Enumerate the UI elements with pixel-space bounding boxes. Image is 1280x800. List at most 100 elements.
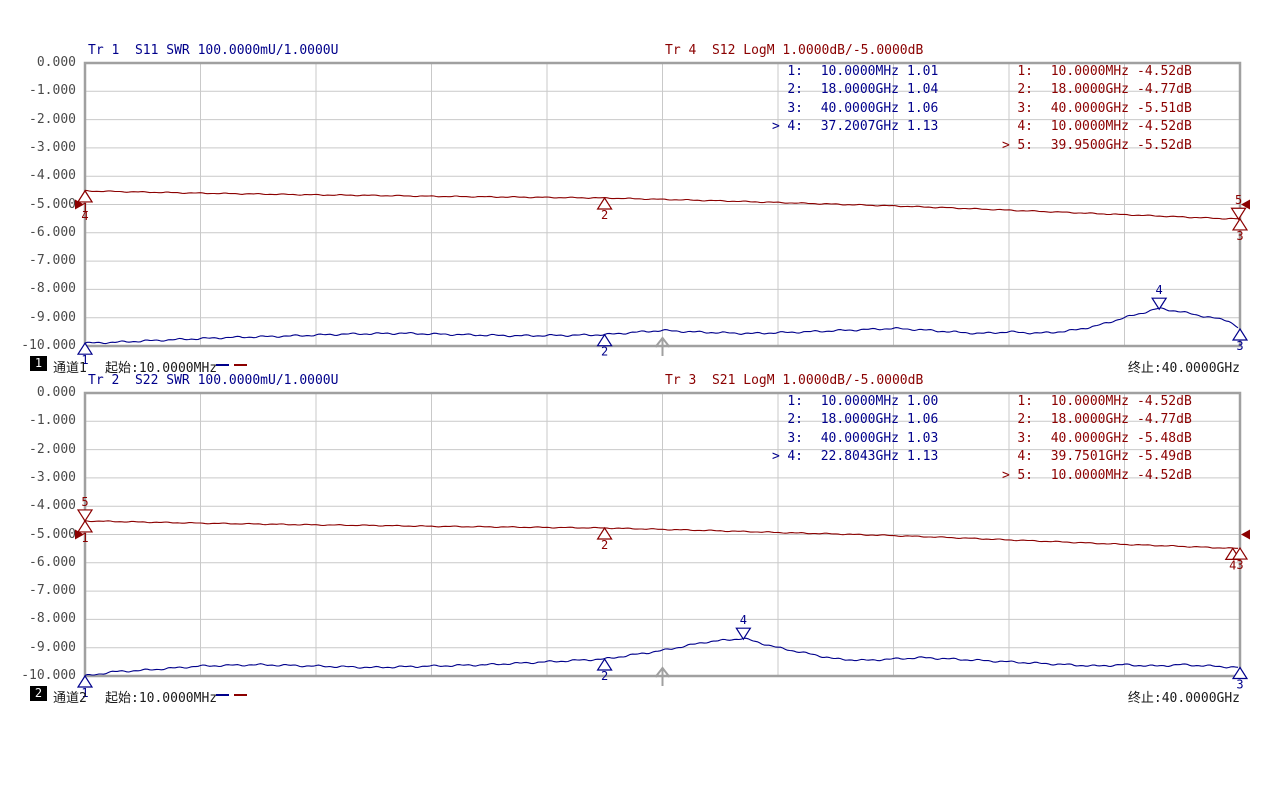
- marker-readout-row: 1: 10.0000MHz -4.52dB: [1002, 64, 1191, 82]
- marker-readout-idx: 1:: [787, 64, 803, 79]
- marker-readout-row: 4: 39.7501GHz -5.49dB: [1002, 449, 1192, 467]
- marker-3-number: 3: [1236, 558, 1243, 572]
- marker-3-triangle[interactable]: [1231, 217, 1249, 231]
- marker-1-triangle[interactable]: [76, 674, 94, 688]
- marker-2-triangle[interactable]: [596, 333, 613, 347]
- y-axis-tick-label: -7.000: [29, 583, 76, 599]
- marker-readout-frq: 10.0000MHz: [1050, 394, 1129, 409]
- trace3-header[interactable]: Tr 3 S21 LogM 1.0000dB/-5.0000dB: [665, 373, 924, 388]
- y-axis-tick-label: -4.000: [29, 498, 76, 514]
- channel2-number-badge[interactable]: 2: [30, 686, 47, 701]
- marker-readout-table-logm-ch1: 1: 10.0000MHz -4.52dB 2: 18.0000GHz -4.77dB 3:…: [1002, 64, 1192, 156]
- marker-readout-idx: 2:: [1017, 82, 1033, 98]
- y-axis-tick-label: -9.000: [29, 639, 76, 655]
- y-axis-tick-label: -5.000: [29, 526, 76, 542]
- marker-readout-row: >4: 37.2007GHz 1.13: [772, 119, 938, 137]
- marker-readout-pfx: [772, 64, 783, 82]
- marker-readout-row: 3: 40.0000GHz 1.03: [772, 431, 938, 449]
- marker-readout-val: -5.52dB: [1137, 137, 1192, 153]
- marker-readout-row: 2: 18.0000GHz 1.04: [772, 82, 938, 100]
- marker-2-triangle[interactable]: [596, 196, 613, 210]
- marker-readout-val: -5.49dB: [1137, 449, 1192, 465]
- marker-4-triangle[interactable]: [735, 627, 752, 641]
- marker-readout-pfx: [772, 82, 783, 100]
- marker-readout-idx: 5:: [1017, 137, 1033, 153]
- marker-5-triangle[interactable]: [76, 509, 94, 523]
- marker-readout-frq: 10.0000MHz: [820, 64, 899, 79]
- y-axis-tick-label: -9.000: [29, 309, 76, 325]
- marker-readout-frq: 10.0000MHz: [1050, 467, 1129, 483]
- marker-1-number: 1: [81, 201, 88, 215]
- marker-3-triangle[interactable]: [1231, 327, 1249, 341]
- marker-readout-frq: 40.0000GHz: [1050, 430, 1129, 446]
- marker-3-number: 3: [1236, 229, 1243, 243]
- marker-readout-row: 2: 18.0000GHz -4.77dB: [1002, 82, 1191, 100]
- trace-tr-1-s11-swr: [84, 307, 1239, 345]
- trace-legend-blue-dash: [216, 364, 229, 366]
- marker-readout-idx: 4:: [1017, 119, 1033, 135]
- sweep-position-arrow: [654, 666, 671, 686]
- marker-readout-row: 2: 18.0000GHz 1.06: [772, 412, 938, 430]
- reference-level-arrow-left: [75, 529, 84, 540]
- reference-level-arrow-right: [1241, 529, 1250, 540]
- marker-readout-row: 1: 10.0000MHz 1.01: [772, 64, 938, 82]
- marker-readout-frq: 10.0000MHz: [1050, 64, 1129, 79]
- marker-readout-idx: 3:: [1017, 430, 1033, 446]
- marker-1-triangle[interactable]: [76, 519, 94, 533]
- marker-readout-val: -4.52dB: [1137, 119, 1192, 135]
- marker-2-triangle[interactable]: [596, 526, 613, 540]
- marker-readout-pfx: >: [772, 119, 780, 135]
- trace-tr-2-s22-swr: [84, 637, 1239, 676]
- marker-readout-frq: 37.2007GHz: [820, 119, 899, 135]
- marker-readout-pfx: [1002, 412, 1013, 430]
- channel1-number-badge[interactable]: 1: [30, 356, 47, 371]
- marker-2-number: 2: [601, 669, 608, 683]
- marker-2-triangle[interactable]: [596, 657, 613, 671]
- marker-readout-pfx: >: [1002, 137, 1010, 153]
- marker-readout-frq: 18.0000GHz: [1050, 412, 1129, 428]
- marker-readout-frq: 18.0000GHz: [820, 82, 899, 98]
- trace-legend-red-dash: [234, 364, 247, 366]
- marker-readout-frq: 39.7501GHz: [1050, 449, 1129, 465]
- trace-tr-4-s12-logm: [84, 189, 1238, 220]
- marker-4-triangle[interactable]: [1151, 297, 1168, 311]
- marker-readout-pfx: [1002, 101, 1013, 119]
- marker-5-triangle[interactable]: [1230, 207, 1247, 221]
- marker-readout-pfx: [1002, 82, 1013, 100]
- y-axis-tick-label: -6.000: [29, 224, 76, 240]
- marker-readout-idx: 4:: [787, 119, 803, 135]
- marker-readout-val: -5.48dB: [1137, 430, 1192, 446]
- marker-3-triangle[interactable]: [1231, 666, 1249, 680]
- marker-1-triangle[interactable]: [76, 342, 94, 355]
- marker-readout-pfx: [772, 394, 783, 412]
- marker-readout-idx: 4:: [1017, 449, 1033, 465]
- marker-readout-pfx: [1002, 449, 1013, 467]
- channel1-name-label: 通道1: [53, 361, 87, 376]
- marker-readout-idx: 3:: [787, 100, 803, 116]
- marker-readout-pfx: [1002, 119, 1013, 137]
- marker-4-number: 4: [740, 613, 747, 627]
- y-axis-tick-label: -10.000: [21, 668, 76, 683]
- marker-2-number: 2: [601, 345, 608, 359]
- channel2-stop-frequency-label: 终止:40.0000GHz: [1127, 691, 1240, 706]
- marker-readout-idx: 1:: [787, 394, 803, 409]
- marker-readout-idx: 2:: [787, 412, 803, 428]
- marker-4-number: 4: [1229, 558, 1236, 572]
- marker-readout-row: 3: 40.0000GHz -5.48dB: [1002, 430, 1192, 449]
- y-axis-tick-label: -8.000: [29, 611, 76, 627]
- marker-1-number: 1: [81, 686, 88, 700]
- trace4-header[interactable]: Tr 4 S12 LogM 1.0000dB/-5.0000dB: [665, 43, 924, 58]
- trace2-header[interactable]: Tr 2 S22 SWR 100.0000mU/1.0000U: [88, 373, 339, 388]
- marker-4-triangle[interactable]: [76, 189, 94, 203]
- marker-readout-frq: 22.8043GHz: [820, 449, 899, 465]
- y-axis-tick-label: -10.000: [21, 338, 76, 353]
- marker-readout-val: -4.52dB: [1137, 394, 1192, 409]
- trace1-header[interactable]: Tr 1 S11 SWR 100.0000mU/1.0000U: [88, 43, 339, 58]
- y-axis-tick-label: -8.000: [29, 281, 76, 297]
- marker-readout-idx: 5:: [1017, 467, 1033, 483]
- y-axis-tick-label: -1.000: [29, 83, 76, 99]
- marker-3-triangle[interactable]: [1231, 546, 1249, 560]
- marker-readout-frq: 40.0000GHz: [820, 100, 899, 116]
- marker-readout-pfx: >: [1002, 467, 1010, 483]
